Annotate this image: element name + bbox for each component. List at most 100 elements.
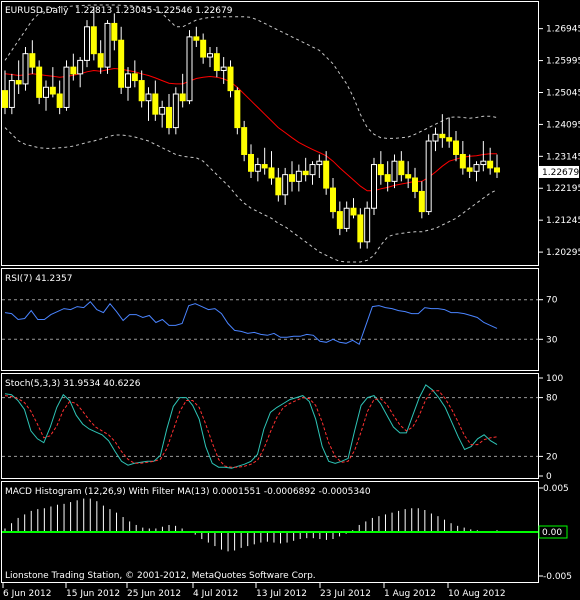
candle-body	[282, 174, 289, 196]
date-tick-label: 15 Jun 2012	[66, 589, 120, 599]
stoch-tick-label: 80	[546, 394, 558, 404]
current-price-box	[539, 165, 579, 178]
price-panel-title: EURUSD,Daily	[5, 6, 69, 16]
candle-body	[343, 207, 350, 229]
candle-body	[357, 214, 364, 243]
candle-body	[118, 39, 125, 88]
price-panel-frame	[1, 1, 539, 266]
candle-body	[241, 127, 248, 155]
current-price-label: 1.22679	[542, 168, 579, 178]
rsi-panel-frame	[1, 268, 539, 371]
candle-body	[412, 177, 418, 192]
candle-body	[371, 164, 377, 209]
macd-tick-label: 0.005	[543, 484, 569, 494]
rsi-levels: 70 30	[2, 296, 558, 345]
stoch-lines	[4, 384, 498, 469]
candle-body	[36, 66, 43, 98]
candle-body	[350, 207, 357, 216]
candle-body	[494, 167, 500, 173]
candle-body	[159, 106, 166, 115]
stoch-panel-label: Stoch(5,3,3) 31.9534 40.6226	[5, 379, 141, 389]
candle-body	[275, 177, 282, 196]
candle-body	[77, 59, 84, 75]
candle-body	[309, 164, 316, 176]
candle-body	[213, 53, 220, 71]
rsi-series-line	[4, 300, 498, 346]
candle-body	[459, 153, 466, 169]
candle-body	[377, 164, 384, 176]
stoch-levels: 100 80 20 0	[2, 374, 563, 482]
price-candles	[2, 6, 500, 249]
candle-body	[207, 53, 213, 58]
upper-band-line	[4, 4, 498, 139]
candle-body	[473, 164, 480, 172]
candle-body	[336, 211, 343, 229]
candle-body	[261, 164, 268, 169]
copyright-footer: Lionstone Trading Station, © 2001-2012, …	[5, 571, 316, 581]
candle-body	[432, 133, 439, 142]
candle-body	[302, 170, 309, 176]
candle-body	[63, 66, 70, 108]
price-tick-label: 1.23145	[546, 152, 580, 162]
candle-body	[56, 93, 63, 108]
rsi-line	[4, 300, 498, 346]
candle-body	[439, 133, 446, 139]
date-tick-label: 13 Jul 2012	[256, 589, 307, 599]
date-tick-label: 23 Jul 2012	[320, 589, 371, 599]
candle-body	[2, 90, 8, 108]
candle-body	[446, 137, 453, 142]
candle-body	[138, 80, 145, 102]
price-tick-label: 1.26945	[546, 25, 580, 35]
candle-body	[364, 207, 371, 243]
macd-panel-label: MACD Histogram (12,26,9) With Filter MA(…	[5, 487, 371, 497]
candle-body	[8, 80, 15, 108]
stoch-tick-label: 20	[546, 452, 558, 462]
stoch-signal-line	[4, 390, 498, 468]
price-tick-label: 1.22195	[546, 184, 580, 194]
date-tick-label: 6 Jun 2012	[3, 589, 51, 599]
macd-levels: 0.005 -0.005 0.00	[2, 484, 572, 582]
stoch-main-line	[4, 384, 498, 469]
date-tick-label: 1 Aug 2012	[384, 589, 436, 599]
candle-body	[179, 93, 186, 102]
date-tick-label: 10 Aug 2012	[448, 589, 506, 599]
bollinger-bands	[4, 4, 498, 263]
candle-body	[227, 66, 234, 92]
candle-body	[480, 160, 487, 166]
candle-body	[268, 167, 275, 179]
date-tick-label: 4 Jul 2012	[193, 589, 238, 599]
macd-zero-label: 0.00	[542, 528, 562, 538]
price-tick-label: 1.21245	[546, 216, 580, 226]
candle-body	[289, 174, 295, 182]
candle-body	[405, 174, 412, 179]
candle-body	[453, 140, 459, 155]
candle-body	[111, 22, 118, 41]
date-tick-label: 25 Jun 2012	[127, 589, 181, 599]
candle-body	[391, 160, 398, 182]
candle-body	[248, 153, 254, 172]
stoch-tick-label: 100	[546, 374, 563, 384]
candle-body	[43, 86, 49, 98]
candle-body	[22, 53, 29, 85]
date-axis: 6 Jun 2012 15 Jun 2012 25 Jun 2012 4 Jul 20…	[2, 583, 506, 599]
candle-body	[97, 53, 104, 68]
macd-tick-label: -0.005	[543, 572, 572, 582]
candle-body	[90, 26, 97, 55]
candle-body	[186, 36, 193, 102]
candle-body	[254, 164, 261, 172]
candle-body	[104, 22, 111, 68]
candle-body	[466, 167, 473, 172]
price-axis: 1.26945 1.25995 1.25045 1.24095 1.23145 1.221…	[538, 25, 580, 258]
stoch-panel-frame	[1, 373, 539, 479]
candle-body	[15, 80, 22, 85]
macd-zero-box	[538, 525, 568, 539]
candle-body	[425, 140, 432, 213]
candle-body	[125, 73, 131, 88]
candle-body	[220, 66, 227, 71]
candle-body	[316, 160, 323, 166]
candle-body	[330, 187, 336, 213]
candle-body	[145, 93, 152, 102]
stoch-tick-label: 0	[546, 472, 552, 482]
candle-body	[384, 174, 391, 182]
